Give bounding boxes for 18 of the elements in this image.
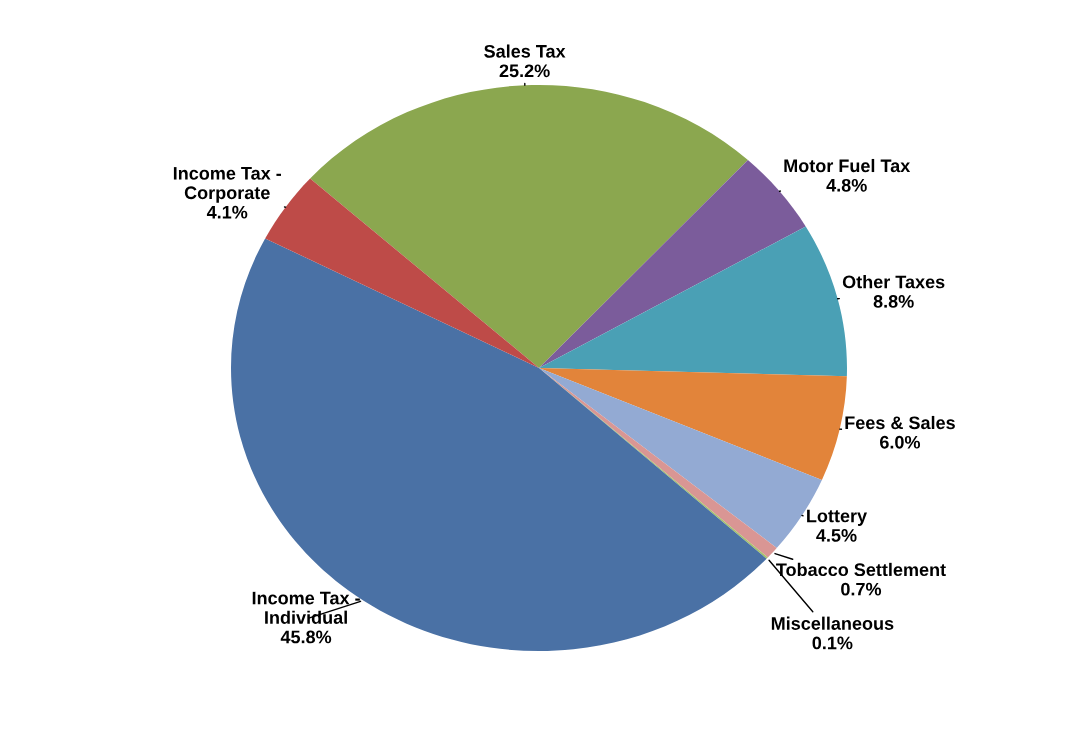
data-label: 6.0% bbox=[880, 435, 921, 449]
slice-label: Sales Tax bbox=[484, 44, 566, 58]
slice-label: Motor Fuel Tax bbox=[784, 158, 911, 173]
data-label: 4.1% bbox=[206, 205, 248, 219]
slice-label: Fees & Sales bbox=[845, 415, 955, 430]
slice-label: Income Tax - Individual bbox=[252, 591, 360, 624]
data-label: 0.7% bbox=[841, 582, 882, 596]
data-label: 25.2% bbox=[499, 64, 550, 78]
data-label: 4.5% bbox=[816, 529, 857, 542]
slice-label: Income Tax - Corporate bbox=[173, 167, 282, 203]
data-label: 8.8% bbox=[873, 295, 914, 308]
slice-label: Tobacco Settlement bbox=[776, 562, 946, 577]
data-label: 4.8% bbox=[826, 178, 867, 192]
slice-label: Other Taxes bbox=[842, 275, 945, 289]
slice-label: Lottery bbox=[807, 509, 867, 526]
data-label: 45.8% bbox=[280, 630, 332, 644]
data-label: 0.1% bbox=[812, 636, 853, 650]
slice-label: Miscellaneous bbox=[771, 616, 894, 630]
